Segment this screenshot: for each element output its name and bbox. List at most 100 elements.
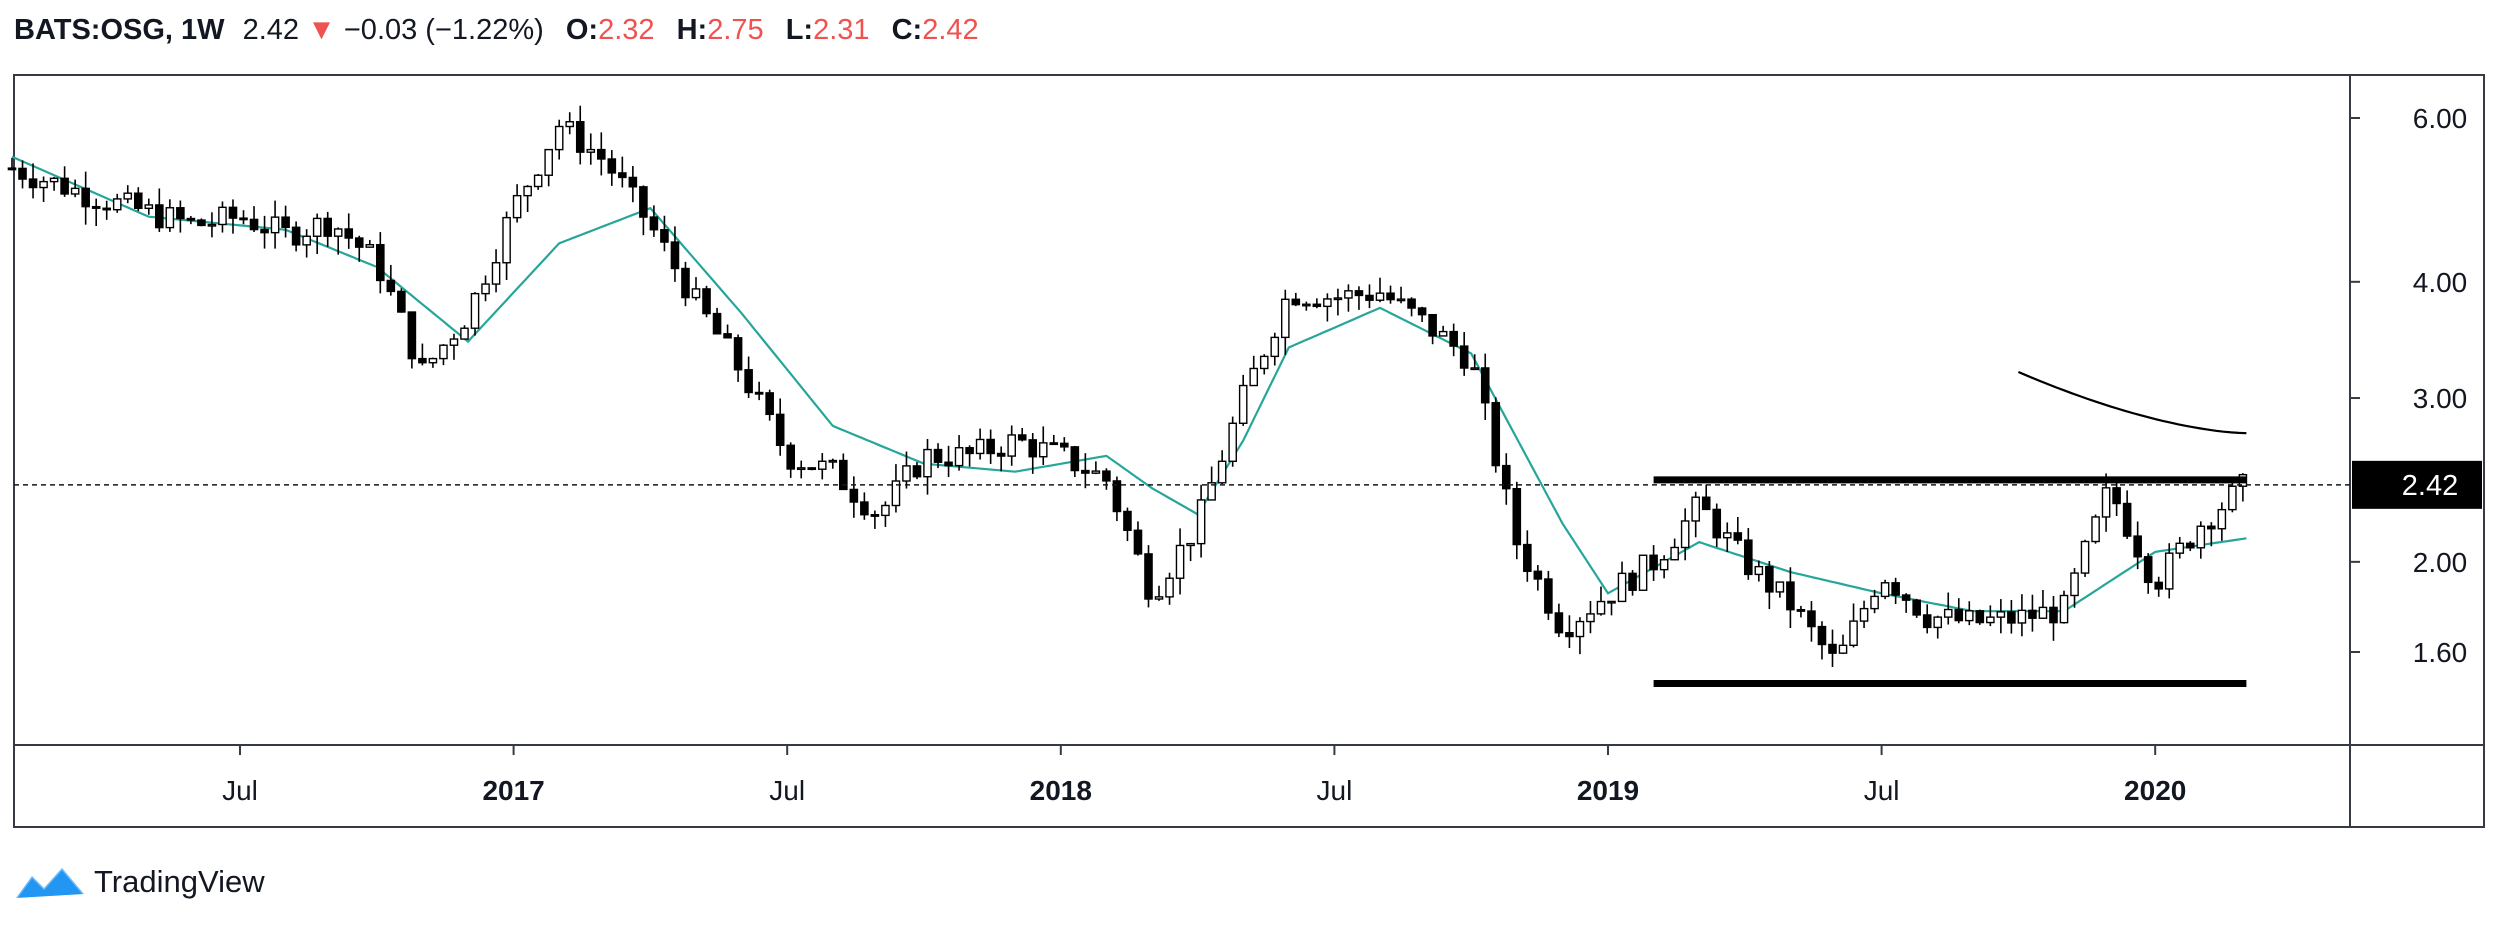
candle (249, 206, 259, 232)
candle-body (302, 235, 311, 246)
candle-body (91, 205, 101, 209)
candle (1786, 567, 1795, 628)
candle (1207, 466, 1216, 501)
candle-body (1017, 434, 1027, 441)
candle-body (1964, 610, 1974, 622)
candle-body (1060, 442, 1069, 448)
candle (1838, 634, 1848, 654)
candle-body (870, 514, 880, 517)
candle-body (70, 187, 80, 195)
candle (1060, 437, 1069, 452)
candle (902, 451, 911, 489)
candle-body (2228, 485, 2237, 511)
candle (1722, 522, 1732, 552)
candle (460, 325, 469, 340)
candle-body (1365, 294, 1374, 301)
candle (712, 307, 722, 335)
candle (533, 173, 543, 190)
candle (2196, 521, 2206, 559)
candle-body (839, 459, 848, 491)
candle (1501, 453, 1511, 505)
candle-body (996, 452, 1006, 457)
price-tick-label: 6.00 (2413, 103, 2468, 134)
candle (1996, 599, 2006, 634)
candle (18, 160, 27, 189)
candle-body (1480, 367, 1490, 404)
candle (881, 501, 890, 527)
candle (660, 215, 669, 252)
candle (2175, 536, 2185, 559)
candle (1565, 615, 1574, 649)
candle (1880, 579, 1890, 600)
candle-body (1786, 581, 1795, 611)
candle-body (2049, 606, 2058, 624)
time-tick-label: 2019 (1577, 775, 1639, 806)
candle-body (1670, 546, 1679, 561)
candle-body (1712, 508, 1722, 539)
candle (1375, 277, 1385, 303)
time-axis[interactable]: Jul 2017 Jul 2018 Jul 2019 Jul 2020 (222, 745, 2186, 806)
candle-body (2038, 606, 2048, 619)
candle-body (1459, 345, 1469, 369)
candle-body (1007, 434, 1016, 457)
candle (554, 119, 564, 160)
candle-body (1796, 608, 1806, 612)
candle (828, 458, 838, 469)
price-tick-label: 4.00 (2413, 267, 2468, 298)
time-tick-label: Jul (1317, 775, 1353, 806)
candle-body (439, 344, 448, 360)
candle (291, 221, 301, 252)
candle-body (1849, 620, 1858, 647)
price-axis[interactable]: 6.00 4.00 3.00 2.00 1.60 2.42 (14, 103, 2482, 668)
candle (1007, 425, 1016, 466)
time-tick-label: 2018 (1030, 775, 1092, 806)
candle (502, 211, 511, 281)
candle (618, 156, 627, 188)
candle (1280, 289, 1290, 355)
candle (239, 210, 248, 225)
candle-body (902, 465, 911, 482)
candle-body (1954, 608, 1964, 622)
candle-body (1575, 620, 1585, 638)
low-label: L: (785, 14, 814, 46)
candle-body (1196, 499, 1206, 545)
candle-body (1586, 613, 1595, 623)
candle (2112, 478, 2121, 517)
candle (281, 205, 290, 238)
candle-body (1386, 292, 1395, 301)
candle-body (354, 237, 364, 248)
candle (1744, 528, 1753, 580)
tradingview-branding[interactable]: TradingView (14, 860, 265, 904)
candle-body (1491, 402, 1501, 467)
candle-body (523, 185, 532, 197)
candle (1807, 601, 1816, 642)
candle-body (723, 333, 732, 339)
candle-body (491, 262, 501, 285)
candle (470, 292, 480, 336)
candle-body (1912, 599, 1921, 616)
candle-body (249, 218, 259, 231)
candle (197, 218, 206, 227)
candle-body (1154, 596, 1164, 600)
candle (2164, 543, 2174, 599)
candle-body (533, 174, 543, 188)
candle (817, 453, 827, 480)
candle (954, 435, 964, 471)
candle (1512, 481, 1522, 560)
candle-body (786, 444, 796, 470)
candle (933, 443, 943, 469)
candle (986, 429, 995, 464)
candle-body (2070, 572, 2079, 597)
open-value: 2.32 (598, 14, 655, 46)
candle (439, 344, 448, 366)
candle-body (1207, 482, 1216, 501)
candle-body (1617, 572, 1627, 603)
candle-body (1554, 612, 1564, 634)
candle (2154, 576, 2164, 597)
candle (70, 179, 80, 198)
candle (1049, 434, 1059, 446)
candle (1344, 284, 1353, 312)
candle (133, 187, 143, 212)
candle-body (2175, 542, 2185, 554)
